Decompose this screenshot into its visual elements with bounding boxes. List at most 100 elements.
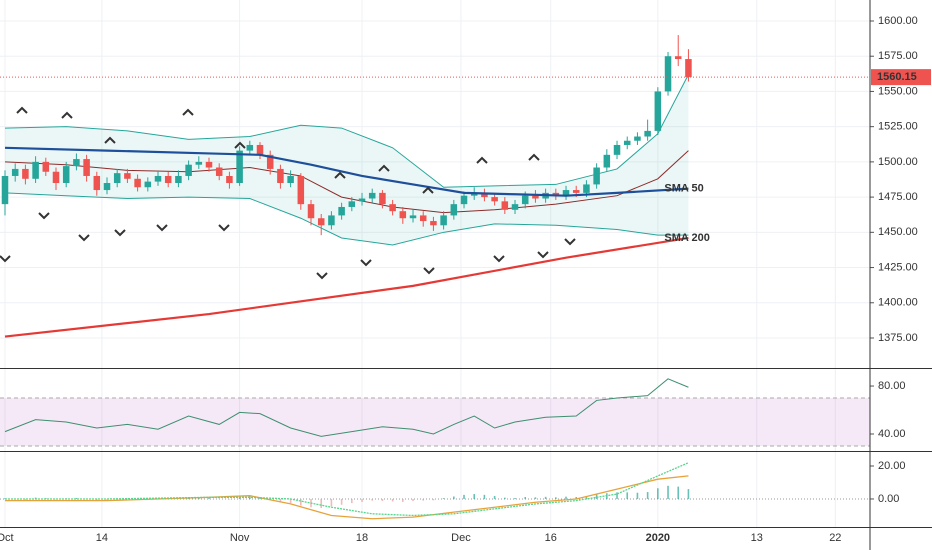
indicator-line xyxy=(4,378,689,437)
series-label: SMA 200 xyxy=(664,232,709,244)
candle-body xyxy=(32,161,39,179)
x-tick-label: Nov xyxy=(230,532,250,544)
candle-body xyxy=(654,91,662,131)
histogram-bar xyxy=(514,497,516,499)
histogram-bar xyxy=(453,496,455,499)
pivot-high xyxy=(182,108,194,116)
candle-body xyxy=(22,168,29,179)
pivot-low xyxy=(537,251,549,259)
histogram-bar xyxy=(361,498,363,502)
x-tick-label: Oct xyxy=(0,532,14,544)
candle-body xyxy=(62,166,70,184)
last-price-label: 1560.15 xyxy=(877,71,917,83)
pivot-low xyxy=(78,234,90,242)
candle-body xyxy=(93,175,101,191)
histogram-bar xyxy=(544,496,547,499)
last-price-box xyxy=(871,69,931,86)
band-layer xyxy=(0,74,870,447)
lines-layer xyxy=(0,76,870,520)
candle-body xyxy=(226,175,233,184)
histogram-bar xyxy=(493,496,496,499)
histogram-bar xyxy=(483,494,486,499)
pivot-low xyxy=(38,212,50,220)
candle-body xyxy=(52,171,60,184)
histogram-bar xyxy=(96,498,98,501)
x-tick-label: 13 xyxy=(751,532,763,544)
histogram-bar xyxy=(238,497,241,499)
candle-body xyxy=(379,192,386,205)
histogram-bar xyxy=(565,496,567,499)
x-tick-label: Dec xyxy=(451,532,471,544)
candle-body xyxy=(124,173,131,179)
histogram-bar xyxy=(24,498,27,500)
candle-body xyxy=(266,154,274,169)
candle-body xyxy=(399,211,407,219)
candle-body xyxy=(246,144,254,151)
candle-body xyxy=(634,136,641,141)
pivot-low xyxy=(493,255,505,263)
histogram-bar xyxy=(657,488,659,499)
pivot-high xyxy=(422,186,434,194)
histogram-bar xyxy=(300,498,302,506)
candle-body xyxy=(664,56,672,92)
candle-body xyxy=(358,198,366,202)
histogram-bar xyxy=(422,498,425,501)
candle-body xyxy=(277,168,284,184)
candle-body xyxy=(460,195,468,205)
histogram-bar xyxy=(534,497,537,499)
y-tick-label: 1450.00 xyxy=(878,226,918,238)
histogram-bar xyxy=(34,497,37,499)
histogram-bar xyxy=(432,498,435,501)
candle-body xyxy=(470,192,478,196)
histogram-bar xyxy=(381,498,384,501)
histogram-bar xyxy=(555,497,557,499)
histogram-bar xyxy=(289,498,292,504)
candle-body xyxy=(205,161,213,168)
candle-body xyxy=(450,204,458,216)
y-tick-label: 80.00 xyxy=(878,380,906,392)
candle-body xyxy=(195,161,203,165)
pivot-high xyxy=(334,171,346,179)
histogram-bar xyxy=(412,498,414,501)
candle-body xyxy=(532,195,539,199)
candle-body xyxy=(644,130,651,137)
bollinger-basis xyxy=(4,150,689,214)
marks-layer xyxy=(1,35,692,509)
candle-body xyxy=(328,215,335,226)
candle-body xyxy=(103,183,111,191)
y-tick-label: 20.00 xyxy=(878,460,906,472)
bollinger-lower xyxy=(4,192,689,246)
histogram-bar xyxy=(575,497,578,499)
candle-body xyxy=(368,192,376,199)
series-label: SMA 50 xyxy=(664,183,703,195)
histogram-bar xyxy=(473,494,476,499)
y-tick-label: 1400.00 xyxy=(878,297,918,309)
pivot-high xyxy=(378,164,390,172)
histogram-bar xyxy=(677,486,680,499)
pivot-low xyxy=(316,272,328,280)
x-tick-label: 16 xyxy=(545,532,557,544)
pivot-high xyxy=(61,111,73,119)
histogram-bar xyxy=(504,497,506,499)
pivot-low xyxy=(564,238,576,246)
histogram-bar xyxy=(371,498,374,501)
candle-body xyxy=(338,206,345,216)
pivot-low xyxy=(423,267,435,275)
histogram-bar xyxy=(667,485,669,499)
histogram-bar xyxy=(279,498,282,503)
indicator-line xyxy=(4,146,689,197)
y-tick-label: 1575.00 xyxy=(878,50,918,62)
pivot-low xyxy=(0,255,11,263)
candle-body xyxy=(583,184,590,193)
candle-body xyxy=(491,197,498,202)
bollinger-fill xyxy=(4,74,689,246)
candle-body xyxy=(1,175,9,205)
histogram-bar xyxy=(646,492,649,499)
candle-body xyxy=(256,144,264,155)
candle-body xyxy=(236,150,243,184)
histogram-bar xyxy=(391,498,394,502)
candle-body xyxy=(674,56,682,60)
histogram-bar xyxy=(340,498,343,505)
candle-body xyxy=(419,215,427,222)
